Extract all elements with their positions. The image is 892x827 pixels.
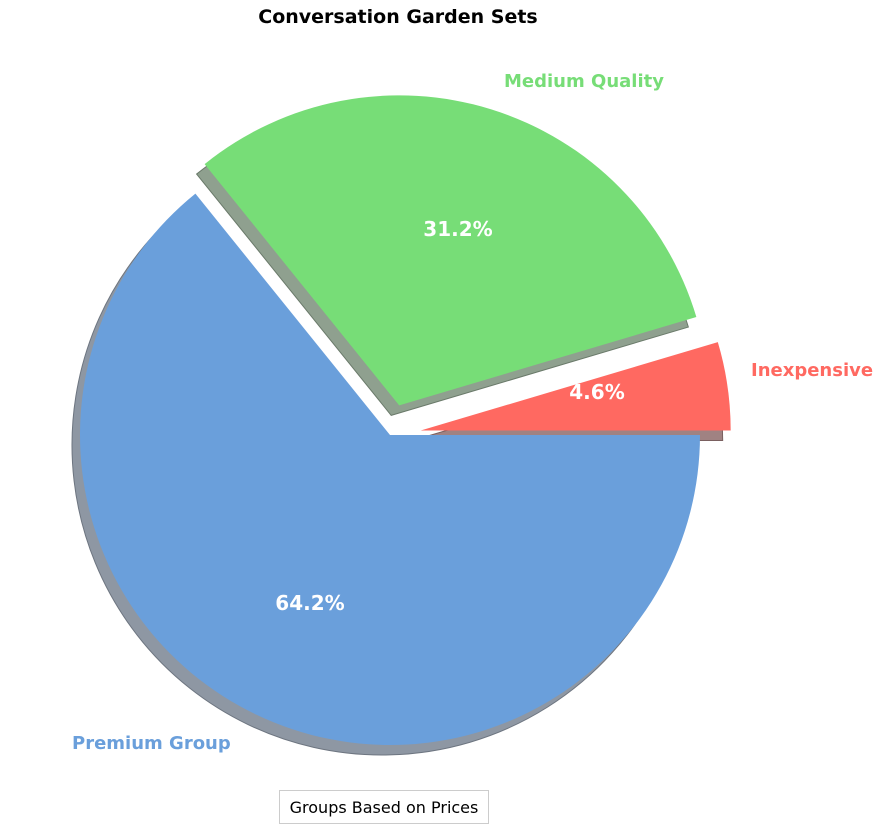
- pct-medium-quality: 31.2%: [423, 217, 492, 241]
- slice-premium-group[interactable]: [79, 193, 700, 746]
- slice-medium-quality[interactable]: [204, 95, 697, 406]
- legend: Groups Based on Prices: [279, 790, 489, 824]
- chart-title: Conversation Garden Sets: [258, 6, 538, 28]
- pct-inexpensive: 4.6%: [569, 380, 624, 404]
- label-premium-group: Premium Group: [72, 733, 231, 754]
- pct-premium-group: 64.2%: [275, 591, 344, 615]
- label-medium-quality: Medium Quality: [504, 71, 664, 92]
- label-inexpensive: Inexpensive: [751, 360, 873, 381]
- legend-title: Groups Based on Prices: [289, 797, 479, 817]
- pie-slices: [79, 95, 731, 746]
- slice-inexpensive[interactable]: [420, 342, 731, 431]
